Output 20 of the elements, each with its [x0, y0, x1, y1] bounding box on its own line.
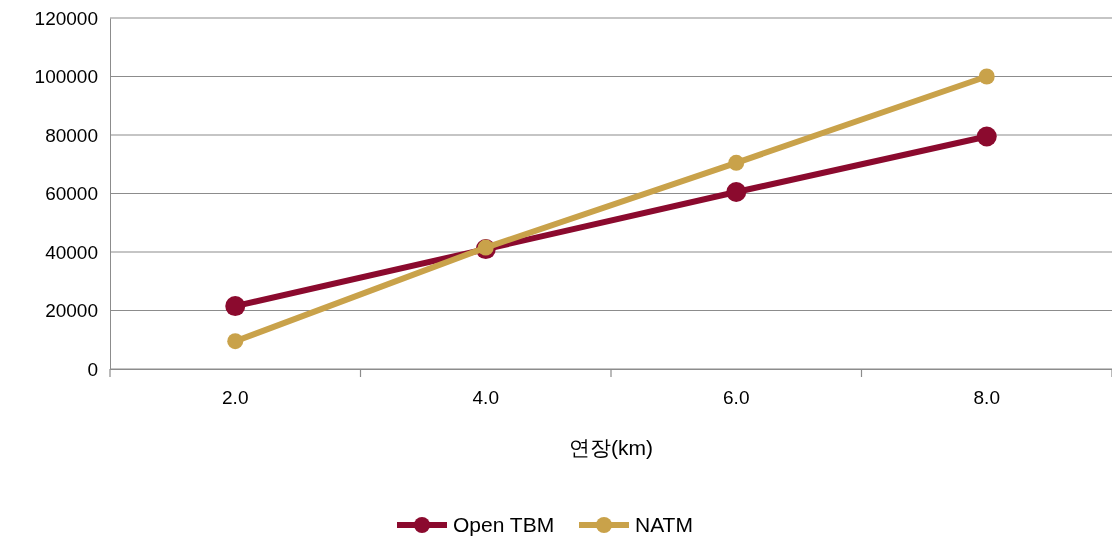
x-tick-label: 6.0	[723, 387, 750, 409]
y-tick-label: 120000	[34, 7, 98, 29]
legend-label: NATM	[635, 513, 693, 537]
y-tick-label: 20000	[45, 300, 98, 322]
x-axis-title: 연장(km)	[569, 436, 653, 459]
x-tick-label: 2.0	[222, 387, 249, 409]
point	[227, 333, 244, 350]
y-tick-label: 100000	[34, 66, 98, 88]
x-tick-label: 8.0	[973, 387, 1000, 409]
y-tick-label: 60000	[45, 183, 98, 205]
y-tick-label: 80000	[45, 124, 98, 146]
x-tick-label: 4.0	[472, 387, 499, 409]
legend-label: Open TBM	[453, 513, 555, 537]
point	[976, 126, 997, 147]
point	[728, 154, 745, 171]
point	[225, 296, 246, 317]
y-tick-label: 0	[87, 358, 98, 380]
y-tick-label: 40000	[45, 241, 98, 263]
point	[726, 182, 747, 203]
point	[978, 68, 995, 85]
